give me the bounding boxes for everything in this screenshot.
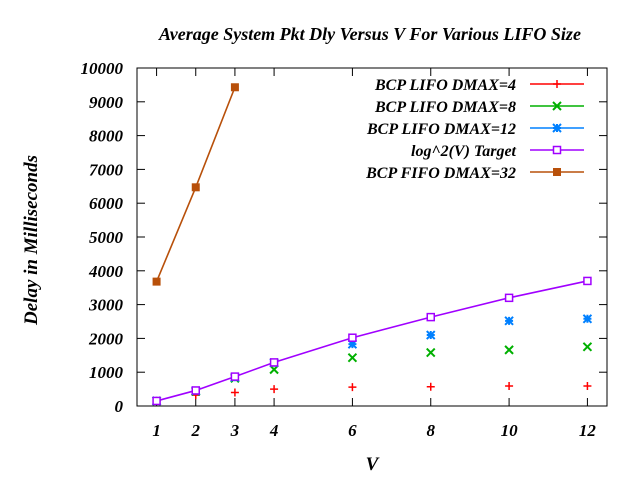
legend-label: BCP LIFO DMAX=8 xyxy=(374,99,516,116)
x-tick-label: 2 xyxy=(191,421,201,440)
legend: BCP LIFO DMAX=4 BCP LIFO DMAX=8 BCP LIFO D… xyxy=(365,77,584,182)
legend-item: log^2(V) Target xyxy=(411,143,584,160)
legend-marker xyxy=(552,101,562,111)
legend-label: BCP FIFO DMAX=32 xyxy=(365,165,516,182)
data-point xyxy=(347,339,358,349)
data-point xyxy=(426,330,436,340)
data-point xyxy=(504,293,514,303)
plot-frame xyxy=(136,67,608,407)
data-point xyxy=(504,345,514,355)
data-point xyxy=(583,276,592,286)
data-point xyxy=(230,388,239,397)
series-line xyxy=(156,280,588,402)
chart-title: Average System Pkt Dly Versus V For Vari… xyxy=(158,24,581,44)
legend-label: BCP LIFO DMAX=4 xyxy=(374,77,516,94)
data-point xyxy=(191,386,200,395)
data-point xyxy=(426,382,435,391)
axis-ticks: 0 1000 2000 3000 4000 5000 6000 7000 8000 9000 100… xyxy=(81,59,607,440)
data-point xyxy=(269,364,279,375)
series-2 xyxy=(151,342,593,406)
x-tick-label: 4 xyxy=(269,421,279,440)
data-point xyxy=(270,385,279,394)
data-point xyxy=(505,382,514,391)
series-3 xyxy=(151,314,593,406)
y-tick-label: 0 xyxy=(115,397,124,416)
y-tick-label: 10000 xyxy=(81,59,124,78)
series-layer xyxy=(151,83,593,406)
legend-marker xyxy=(552,145,562,155)
data-point xyxy=(348,383,357,392)
data-point xyxy=(426,347,436,358)
data-point xyxy=(152,396,161,406)
legend-marker xyxy=(553,80,561,88)
x-tick-label: 3 xyxy=(230,421,240,440)
y-tick-label: 1000 xyxy=(89,363,124,382)
y-axis-label: Delay in Milliseconds xyxy=(21,155,42,326)
data-point xyxy=(504,316,514,326)
legend-marker xyxy=(552,123,562,133)
x-tick-label: 12 xyxy=(579,421,597,440)
legend-label: BCP LIFO DMAX=12 xyxy=(366,121,516,138)
data-point xyxy=(426,312,435,322)
y-tick-label: 8000 xyxy=(89,127,124,146)
x-tick-label: 10 xyxy=(501,421,519,440)
legend-item: BCP LIFO DMAX=4 xyxy=(374,77,584,94)
series-4 xyxy=(152,276,592,406)
x-tick-label: 1 xyxy=(152,421,161,440)
x-tick-label: 8 xyxy=(427,421,436,440)
data-point xyxy=(583,382,592,391)
series-1 xyxy=(152,382,592,405)
y-tick-label: 5000 xyxy=(89,228,124,247)
data-point xyxy=(348,333,357,342)
y-tick-label: 6000 xyxy=(89,194,124,213)
legend-label: log^2(V) Target xyxy=(411,143,517,160)
data-point xyxy=(582,342,593,352)
legend-item: BCP LIFO DMAX=8 xyxy=(374,99,584,116)
data-point xyxy=(230,83,239,92)
data-point xyxy=(347,352,358,363)
data-point xyxy=(582,314,593,324)
data-point xyxy=(269,358,279,367)
y-tick-label: 4000 xyxy=(88,262,124,281)
legend-marker xyxy=(553,168,561,176)
data-point xyxy=(230,372,240,381)
x-axis-label: V xyxy=(366,454,380,475)
x-tick-label: 6 xyxy=(348,421,357,440)
y-tick-label: 2000 xyxy=(88,329,124,348)
series-5 xyxy=(152,83,239,286)
y-tick-label: 3000 xyxy=(88,296,124,315)
y-tick-label: 9000 xyxy=(89,93,124,112)
data-point xyxy=(191,183,200,192)
legend-item: BCP LIFO DMAX=12 xyxy=(366,121,584,138)
legend-item: BCP FIFO DMAX=32 xyxy=(365,165,584,182)
y-tick-label: 7000 xyxy=(89,160,124,179)
data-point xyxy=(152,277,161,286)
